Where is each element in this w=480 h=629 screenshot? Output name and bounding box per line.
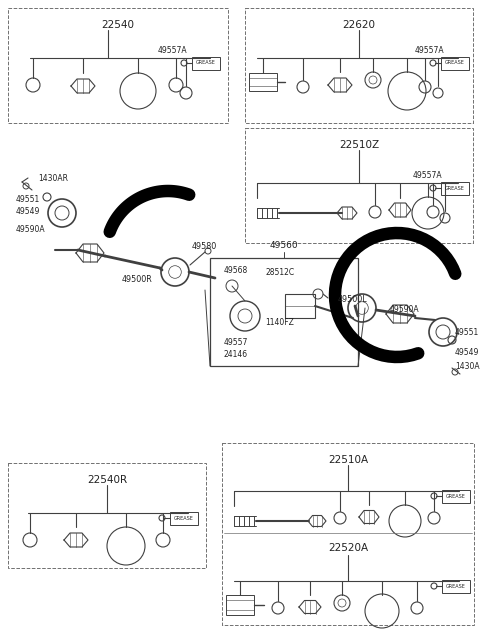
Text: 49549: 49549 bbox=[16, 207, 40, 216]
Text: 49557A: 49557A bbox=[158, 46, 188, 55]
Bar bbox=[442, 489, 470, 503]
Bar bbox=[8, 463, 206, 568]
Bar bbox=[222, 443, 474, 625]
Bar bbox=[285, 294, 315, 318]
Bar bbox=[210, 258, 358, 366]
Text: GREASE: GREASE bbox=[445, 186, 465, 191]
Bar bbox=[441, 182, 469, 194]
Text: 28512C: 28512C bbox=[265, 268, 294, 277]
Text: 49551: 49551 bbox=[455, 328, 479, 337]
Text: 22510A: 22510A bbox=[328, 455, 368, 465]
Bar bbox=[226, 595, 254, 615]
Bar bbox=[442, 579, 470, 593]
Bar bbox=[245, 8, 473, 123]
Bar bbox=[8, 8, 228, 123]
Text: 49580: 49580 bbox=[192, 242, 217, 251]
Text: 49557: 49557 bbox=[224, 338, 248, 347]
Text: 1430AR: 1430AR bbox=[38, 174, 68, 183]
Text: 49590A: 49590A bbox=[390, 305, 420, 314]
Bar bbox=[170, 511, 198, 525]
Text: 49551: 49551 bbox=[16, 195, 40, 204]
Text: GREASE: GREASE bbox=[446, 584, 466, 589]
Text: 49549: 49549 bbox=[455, 348, 480, 357]
Text: 1430AR: 1430AR bbox=[455, 362, 480, 371]
Text: 22620: 22620 bbox=[343, 20, 375, 30]
Text: 24146: 24146 bbox=[224, 350, 248, 359]
Bar bbox=[192, 57, 220, 69]
Text: 1140FZ: 1140FZ bbox=[265, 318, 294, 327]
Text: GREASE: GREASE bbox=[446, 494, 466, 499]
Bar bbox=[249, 73, 277, 91]
Text: 49590A: 49590A bbox=[16, 225, 46, 234]
Text: 22510Z: 22510Z bbox=[339, 140, 379, 150]
Text: 49500L: 49500L bbox=[338, 295, 368, 304]
Text: 49568: 49568 bbox=[224, 266, 248, 275]
Bar bbox=[245, 128, 473, 243]
Text: 49557A: 49557A bbox=[415, 46, 444, 55]
Text: GREASE: GREASE bbox=[196, 60, 216, 65]
Text: 49560: 49560 bbox=[270, 241, 298, 250]
Text: 49557A: 49557A bbox=[413, 171, 443, 180]
Text: 22540R: 22540R bbox=[87, 475, 127, 485]
Text: 49500R: 49500R bbox=[122, 275, 153, 284]
Text: GREASE: GREASE bbox=[445, 60, 465, 65]
Text: GREASE: GREASE bbox=[174, 516, 194, 521]
Text: 22540: 22540 bbox=[101, 20, 134, 30]
Bar bbox=[441, 57, 469, 69]
Text: 22520A: 22520A bbox=[328, 543, 368, 553]
